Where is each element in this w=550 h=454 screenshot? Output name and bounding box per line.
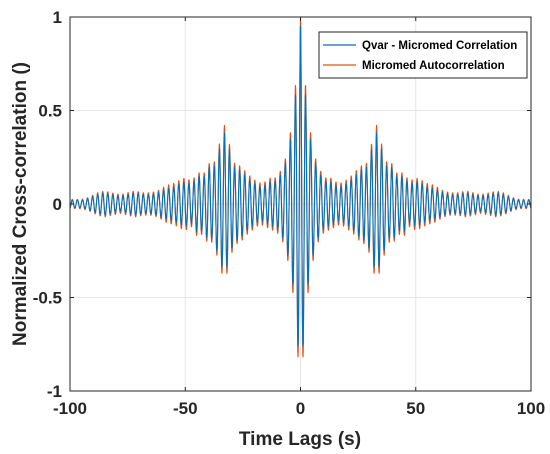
legend-label-series-2: Micromed Autocorrelation [362, 60, 505, 72]
legend: Qvar - Micromed Correlation Micromed Aut… [318, 31, 528, 79]
y-tick-label: 1 [53, 8, 62, 27]
y-tick-label: 0 [53, 195, 62, 214]
y-tick-label: -0.5 [33, 289, 62, 308]
series-line-1 [69, 25, 532, 347]
y-axis-title: Normalized Cross-correlation () [10, 62, 31, 346]
legend-box [318, 31, 528, 79]
tick-marks [69, 16, 532, 392]
x-tick-label: -50 [173, 399, 198, 418]
x-tick-label: 100 [517, 399, 545, 418]
y-tick-labels: -1 -0.5 0 0.5 1 [33, 8, 62, 401]
x-tick-label: -100 [53, 399, 87, 418]
y-tick-label: -1 [47, 382, 62, 401]
x-tick-label: 50 [406, 399, 425, 418]
y-tick-label: 0.5 [38, 102, 62, 121]
x-tick-label: 0 [296, 399, 305, 418]
x-tick-labels: -100 -50 0 50 100 [53, 399, 545, 418]
legend-label-series-1: Qvar - Micromed Correlation [362, 40, 517, 52]
x-axis-title: Time Lags (s) [239, 429, 361, 450]
